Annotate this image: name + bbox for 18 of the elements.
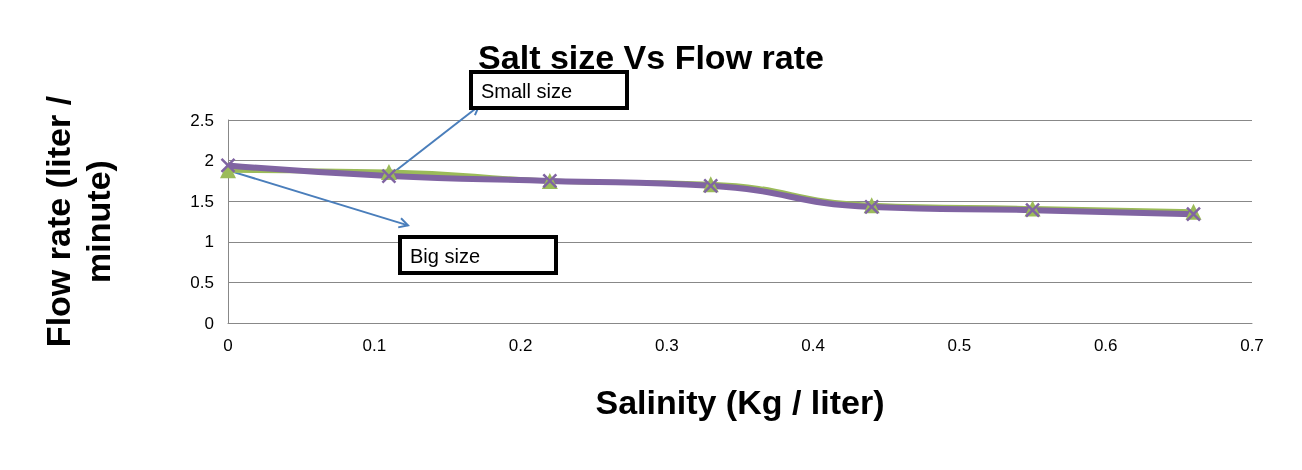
y-tick-label: 1 — [204, 232, 214, 252]
y-tick-label: 1.5 — [190, 191, 214, 211]
x-tick-label: 0.3 — [655, 336, 679, 355]
x-tick-label: 0.2 — [508, 336, 533, 355]
x-tick-label: 0.7 — [1240, 336, 1264, 355]
x-tick-label: 0.4 — [801, 336, 825, 355]
y-tick-label: 2.5 — [190, 110, 214, 130]
x-axis-title: Salinity (Kg / liter) — [595, 383, 885, 421]
callout-box: Big size — [398, 235, 558, 276]
x-tick-label: 0.5 — [947, 336, 972, 355]
x-tick-label: 0.1 — [362, 336, 387, 355]
x-tick-label: 0.6 — [1093, 336, 1118, 355]
y-axis-title: Flow rate (liter / minute) — [39, 95, 117, 348]
callout-box: Small size — [468, 70, 629, 110]
y-tick-label: 0 — [204, 313, 214, 333]
y-tick-label: 2 — [204, 151, 214, 171]
y-tick-label: 0.5 — [190, 272, 214, 292]
x-tick-label: 0 — [223, 336, 233, 355]
